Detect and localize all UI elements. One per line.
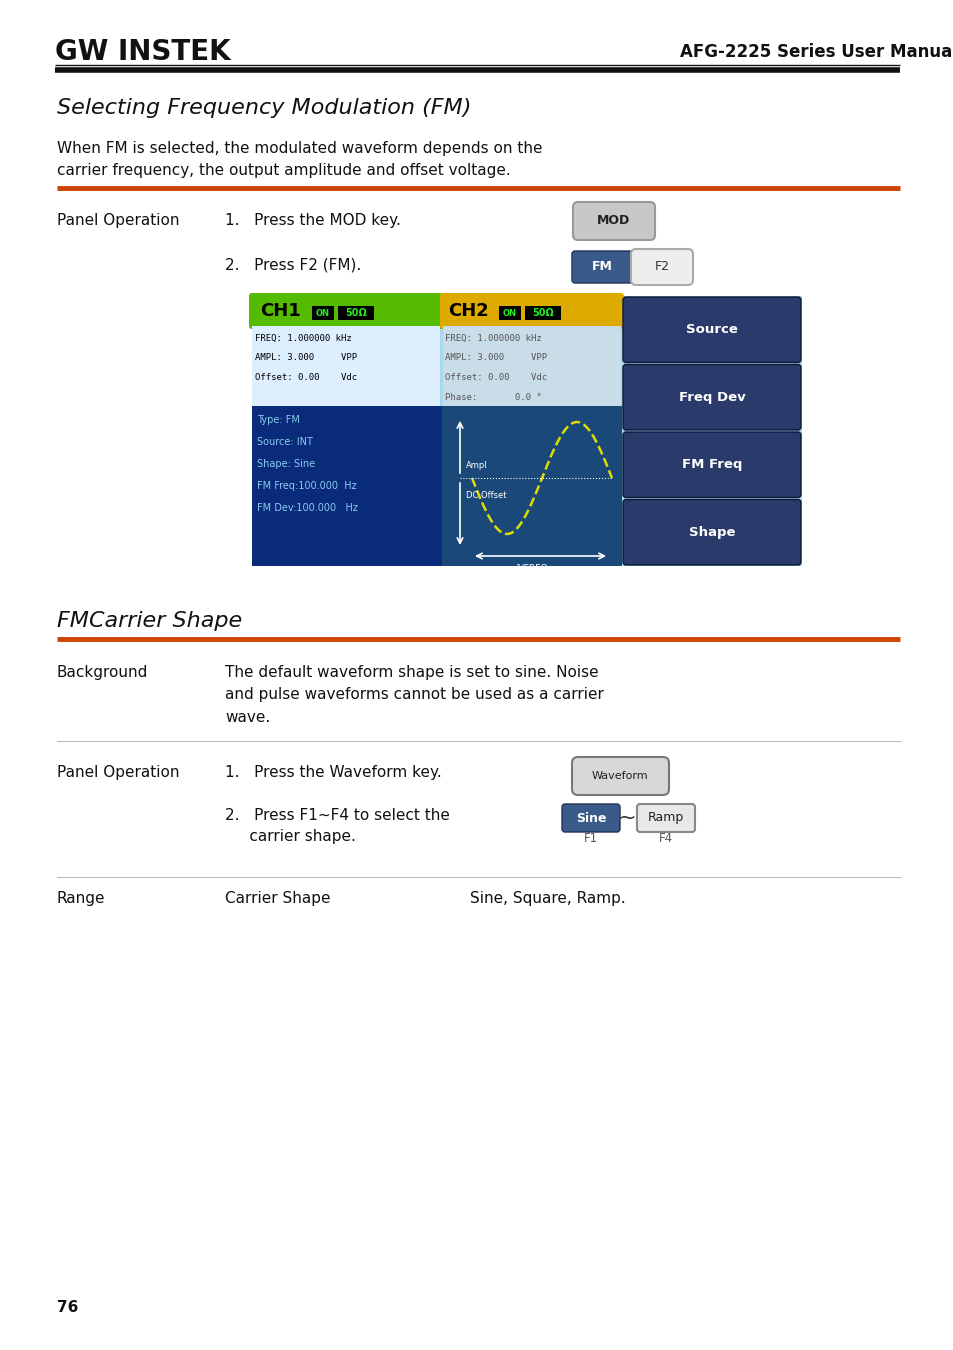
Text: Sine: Sine: [576, 811, 605, 825]
Text: wave.: wave.: [225, 710, 270, 725]
Text: 76: 76: [57, 1300, 78, 1315]
Text: FREQ: 1.000000 kHz: FREQ: 1.000000 kHz: [444, 333, 541, 343]
Text: Panel Operation: Panel Operation: [57, 212, 179, 228]
Bar: [252, 346, 439, 366]
Bar: [498, 306, 520, 320]
Text: Panel Operation: Panel Operation: [57, 765, 179, 780]
FancyBboxPatch shape: [439, 293, 623, 329]
Text: When FM is selected, the modulated waveform depends on the: When FM is selected, the modulated wavef…: [57, 140, 542, 155]
Text: Type: FM: Type: FM: [256, 414, 299, 425]
FancyBboxPatch shape: [622, 364, 801, 431]
Bar: [252, 366, 439, 386]
Bar: [312, 306, 334, 320]
Text: Ramp: Ramp: [647, 811, 683, 825]
Text: 1.   Press the MOD key.: 1. Press the MOD key.: [225, 212, 400, 228]
Text: FM Freq:100.000  Hz: FM Freq:100.000 Hz: [256, 481, 356, 491]
FancyBboxPatch shape: [622, 297, 801, 363]
Text: The default waveform shape is set to sine. Noise: The default waveform shape is set to sin…: [225, 666, 598, 680]
Text: GW INSTEK: GW INSTEK: [55, 38, 231, 66]
FancyBboxPatch shape: [573, 202, 655, 240]
Text: Waveform: Waveform: [591, 771, 648, 782]
Text: F1: F1: [583, 832, 598, 845]
FancyBboxPatch shape: [572, 251, 633, 284]
Text: FMCarrier Shape: FMCarrier Shape: [57, 612, 242, 630]
Bar: [252, 296, 801, 566]
Text: AFG-2225 Series User Manual: AFG-2225 Series User Manual: [679, 43, 953, 61]
Text: F2: F2: [654, 261, 669, 274]
FancyBboxPatch shape: [249, 293, 442, 329]
Text: ON: ON: [315, 309, 330, 317]
FancyBboxPatch shape: [637, 805, 695, 832]
Text: Selecting Frequency Modulation (FM): Selecting Frequency Modulation (FM): [57, 99, 471, 117]
Text: Range: Range: [57, 891, 106, 906]
Text: 50Ω: 50Ω: [532, 308, 554, 319]
Bar: [252, 386, 439, 406]
Text: CH2: CH2: [448, 302, 488, 320]
Bar: [442, 386, 620, 406]
FancyBboxPatch shape: [622, 500, 801, 566]
FancyBboxPatch shape: [630, 248, 692, 285]
Text: FM Dev:100.000   Hz: FM Dev:100.000 Hz: [256, 504, 357, 513]
Text: Shape: Sine: Shape: Sine: [256, 459, 314, 468]
Text: Shape: Shape: [688, 525, 735, 539]
Text: DC Offset: DC Offset: [465, 491, 506, 501]
FancyBboxPatch shape: [572, 757, 668, 795]
Text: CH1: CH1: [260, 302, 300, 320]
Bar: [442, 366, 620, 386]
Text: Sine, Square, Ramp.: Sine, Square, Ramp.: [470, 891, 625, 906]
Bar: [252, 325, 439, 346]
Text: 2.   Press F1~F4 to select the: 2. Press F1~F4 to select the: [225, 807, 450, 822]
Bar: [337, 306, 374, 320]
Text: FM: FM: [591, 261, 612, 274]
Text: F4: F4: [659, 832, 673, 845]
Bar: [442, 346, 620, 366]
Text: Background: Background: [57, 666, 149, 680]
Text: FREQ: 1.000000 kHz: FREQ: 1.000000 kHz: [254, 333, 352, 343]
Text: AMPL: 3.000     VPP: AMPL: 3.000 VPP: [254, 354, 356, 363]
Text: Freq Dev: Freq Dev: [678, 390, 744, 404]
Bar: [442, 325, 620, 346]
Text: carrier frequency, the output amplitude and offset voltage.: carrier frequency, the output amplitude …: [57, 162, 510, 177]
Text: 1.   Press the Waveform key.: 1. Press the Waveform key.: [225, 765, 441, 780]
FancyBboxPatch shape: [561, 805, 619, 832]
Text: Carrier Shape: Carrier Shape: [225, 891, 330, 906]
Text: Offset: 0.00    Vdc: Offset: 0.00 Vdc: [444, 374, 547, 382]
Text: AMPL: 3.000     VPP: AMPL: 3.000 VPP: [444, 354, 547, 363]
Text: 2.   Press F2 (FM).: 2. Press F2 (FM).: [225, 258, 361, 273]
Text: and pulse waveforms cannot be used as a carrier: and pulse waveforms cannot be used as a …: [225, 687, 603, 702]
Bar: [524, 306, 560, 320]
Text: ~: ~: [617, 809, 636, 828]
Text: Phase:       0.0 °: Phase: 0.0 °: [444, 393, 541, 402]
Text: FM Freq: FM Freq: [681, 458, 741, 471]
Bar: [441, 406, 621, 566]
Text: carrier shape.: carrier shape.: [225, 829, 355, 845]
FancyBboxPatch shape: [622, 432, 801, 498]
Text: 50Ω: 50Ω: [345, 308, 367, 319]
Text: MOD: MOD: [597, 215, 630, 228]
Text: 1/FREQ: 1/FREQ: [515, 563, 548, 572]
Text: Source: INT: Source: INT: [256, 437, 313, 447]
Text: Offset: 0.00    Vdc: Offset: 0.00 Vdc: [254, 374, 356, 382]
Text: ON: ON: [502, 309, 517, 317]
Text: Ampl: Ampl: [465, 462, 487, 471]
Text: Source: Source: [685, 323, 738, 336]
Bar: [252, 406, 441, 566]
